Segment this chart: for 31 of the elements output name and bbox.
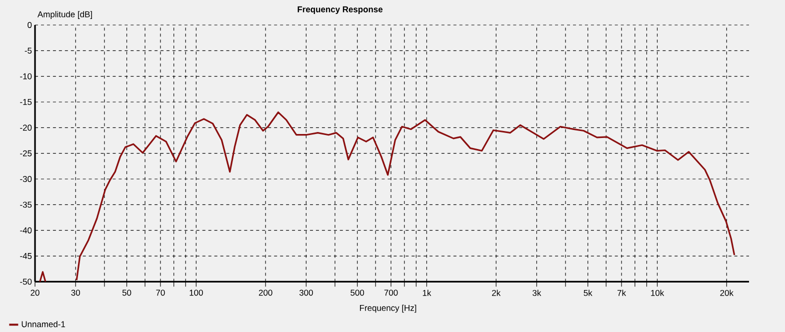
x-tick-label: 10k <box>651 290 664 296</box>
x-tick-label: 200 <box>258 290 272 296</box>
x-tick-label: 2k <box>492 290 501 296</box>
x-tick-label: 30 <box>71 290 80 296</box>
x-tick-label: 50 <box>122 290 132 296</box>
y-tick-label: -15 <box>20 98 32 105</box>
y-tick-label: -50 <box>20 278 32 284</box>
y-tick-label: -40 <box>20 227 32 234</box>
y-tick-label: -25 <box>20 150 32 156</box>
y-tick-label: -5 <box>24 48 32 54</box>
x-tick-label: 300 <box>299 290 313 296</box>
x-tick-label: 500 <box>350 290 364 296</box>
x-tick-label: 20 <box>30 290 40 296</box>
x-tick-label: 100 <box>190 290 203 296</box>
x-tick-label: 20k <box>720 290 734 296</box>
x-tick-label: 5k <box>584 290 592 296</box>
y-tick-label: -35 <box>20 202 32 208</box>
x-tick-label: 7k <box>618 290 626 296</box>
chart-title: Frequency Response <box>298 6 383 14</box>
y-tick-label: -10 <box>20 73 32 80</box>
x-tick-label: 70 <box>156 290 165 296</box>
y-axis-title: Amplitude [dB] <box>37 10 92 19</box>
x-tick-label: 700 <box>384 290 398 296</box>
y-tick-label: 0 <box>28 22 32 28</box>
y-tick-label: -20 <box>20 124 32 130</box>
y-tick-label: -45 <box>20 252 32 259</box>
x-tick-label: 1k <box>422 290 432 296</box>
x-axis-title: Frequency [Hz] <box>360 304 416 312</box>
legend-label: Unnamed-1 <box>22 320 66 328</box>
y-tick-label: -30 <box>20 176 32 182</box>
x-tick-label: 3k <box>532 290 542 296</box>
